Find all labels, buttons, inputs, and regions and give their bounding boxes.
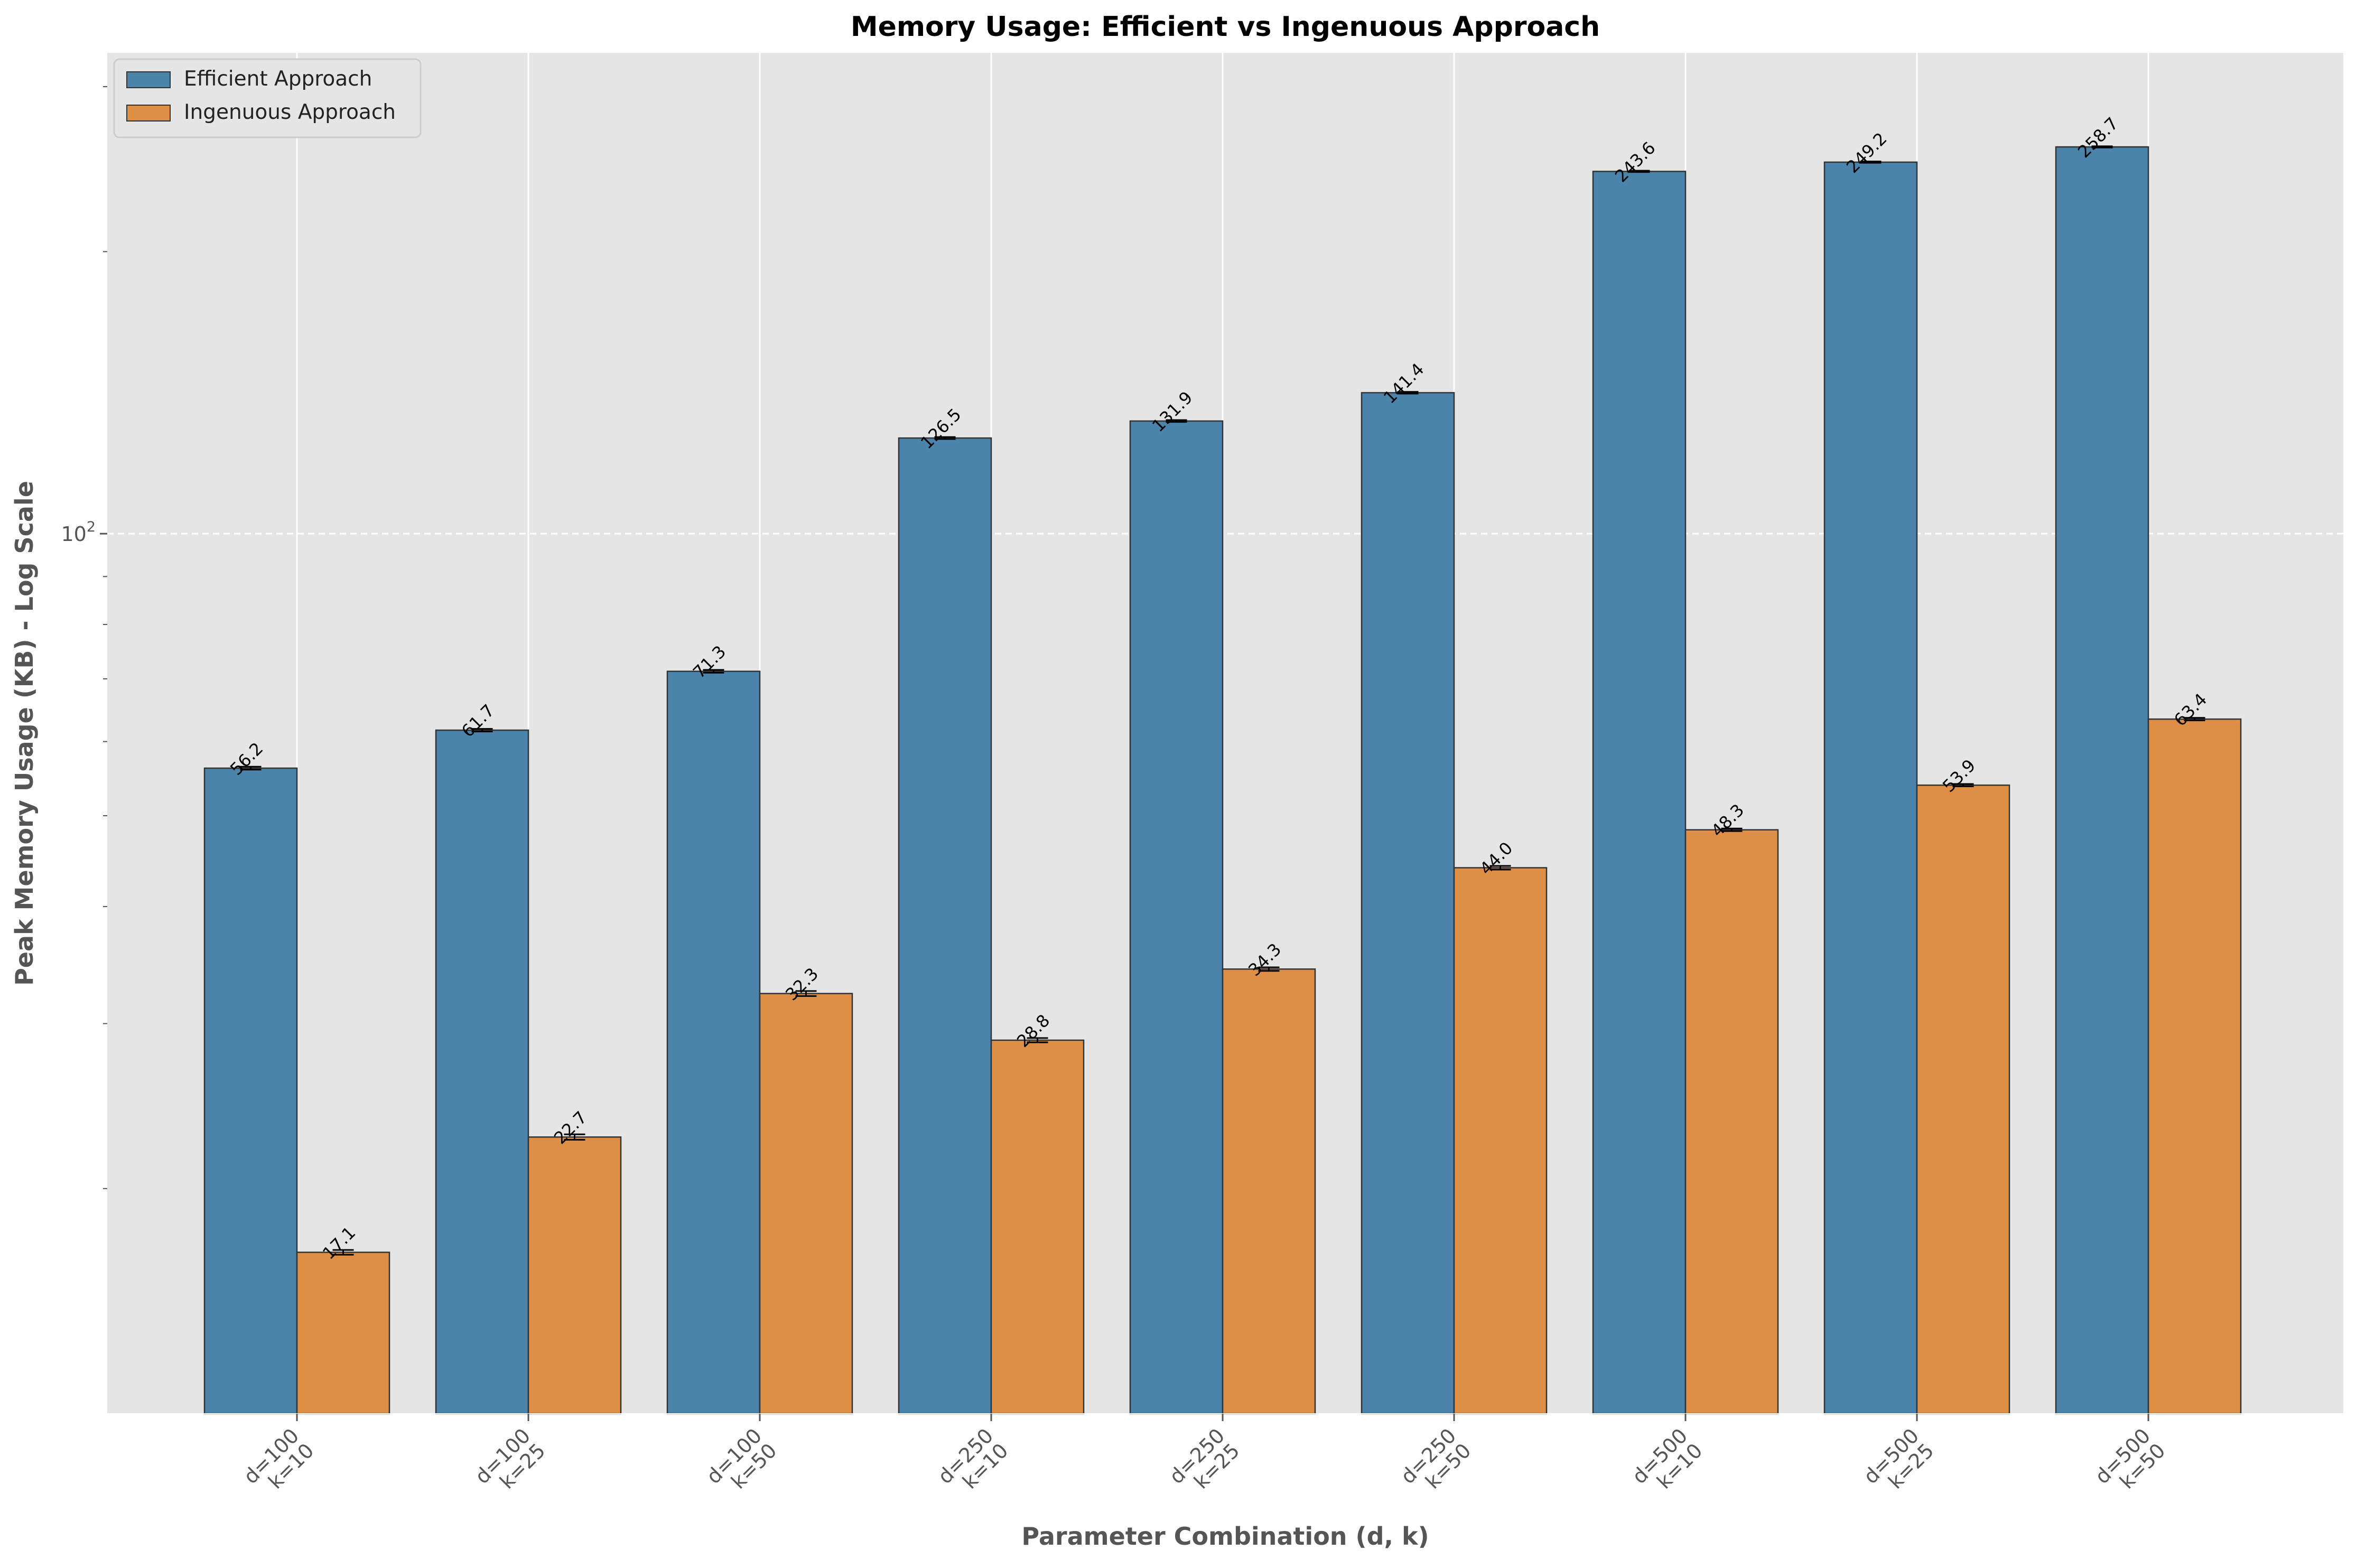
bar-ingenuous xyxy=(2147,718,2242,1415)
x-tick-label: d=100k=50 xyxy=(702,1424,781,1503)
bar-ingenuous xyxy=(527,1136,622,1415)
legend: Efficient Approach Ingenuous Approach xyxy=(113,58,422,138)
chart-title: Memory Usage: Efficient vs Ingenuous App… xyxy=(851,11,1600,43)
legend-label-ingenuous: Ingenuous Approach xyxy=(184,100,396,124)
bar-ingenuous xyxy=(1222,968,1316,1415)
bar-efficient xyxy=(203,767,298,1415)
bar-ingenuous xyxy=(1453,867,1548,1415)
x-tick-label: d=250k=10 xyxy=(933,1424,1012,1503)
legend-box xyxy=(113,58,422,138)
y-tick-label: 102 xyxy=(61,519,96,546)
x-tick-label: d=100k=10 xyxy=(239,1424,318,1503)
bar-efficient xyxy=(2055,146,2149,1415)
bar-efficient xyxy=(435,729,529,1415)
bars-layer xyxy=(203,145,2242,1415)
bar-efficient xyxy=(898,437,992,1415)
x-axis-label: Parameter Combination (d, k) xyxy=(1021,1522,1429,1551)
legend-swatch-ingenuous xyxy=(126,105,171,122)
x-tick-label: d=500k=50 xyxy=(2090,1424,2169,1503)
legend-label-efficient: Efficient Approach xyxy=(184,67,372,91)
y-axis-label: Peak Memory Usage (KB) - Log Scale xyxy=(10,481,39,986)
bar-efficient xyxy=(1823,161,1918,1415)
bar-efficient xyxy=(666,670,761,1415)
bar-ingenuous xyxy=(759,993,853,1415)
x-tick-label: d=500k=10 xyxy=(1627,1424,1707,1503)
bar-ingenuous xyxy=(1916,784,2010,1415)
legend-swatch-efficient xyxy=(126,71,171,88)
bar-efficient xyxy=(1592,171,1687,1415)
x-tick-label: d=250k=50 xyxy=(1396,1424,1475,1503)
x-tick-label: d=250k=25 xyxy=(1165,1424,1244,1503)
x-tick-label: d=100k=25 xyxy=(470,1424,550,1503)
bar-ingenuous xyxy=(296,1252,390,1415)
bar-efficient xyxy=(1361,392,1455,1415)
bar-ingenuous xyxy=(990,1039,1085,1415)
bar-efficient xyxy=(1129,420,1224,1415)
x-tick-label: d=500k=25 xyxy=(1859,1424,1938,1503)
bar-ingenuous xyxy=(1684,829,1779,1415)
